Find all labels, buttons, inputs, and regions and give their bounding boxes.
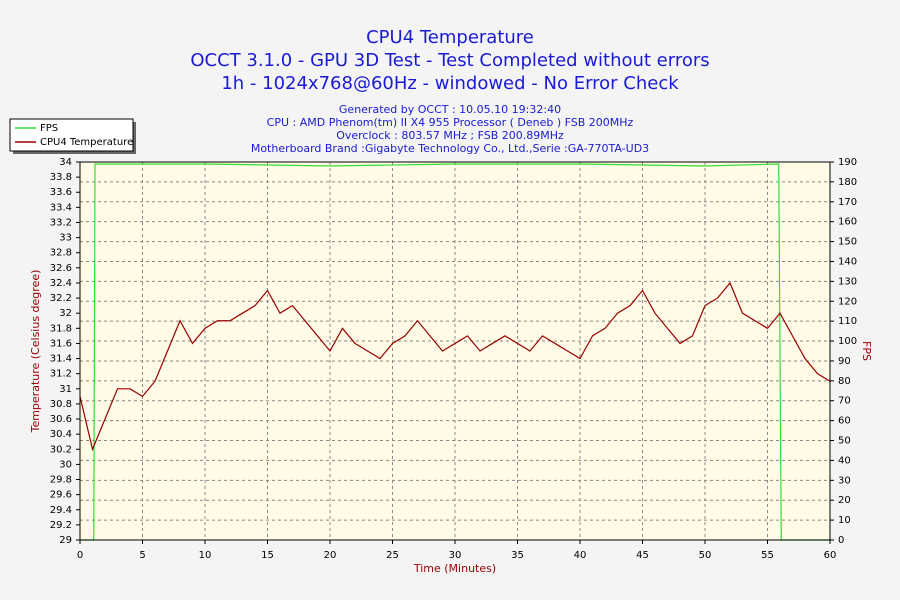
y2-tick-label: 70 <box>838 396 851 407</box>
x-tick-label: 35 <box>511 550 524 561</box>
x-tick-label: 45 <box>636 550 649 561</box>
x-tick-label: 50 <box>699 550 712 561</box>
x-tick-label: 60 <box>824 550 837 561</box>
x-tick-label: 55 <box>761 550 774 561</box>
y2-tick-label: 80 <box>838 376 851 387</box>
series-line <box>80 163 830 541</box>
y2-tick-label: 150 <box>838 237 857 248</box>
y2-tick-label: 100 <box>838 336 857 347</box>
y-tick-label: 31.2 <box>50 369 72 380</box>
y2-tick-label: 10 <box>838 515 851 526</box>
x-tick-label: 15 <box>261 550 274 561</box>
y2-tick-label: 0 <box>838 535 844 546</box>
x-tick-label: 10 <box>199 550 212 561</box>
x-tick-label: 40 <box>574 550 587 561</box>
legend-box <box>9 118 134 152</box>
title-line: 1h - 1024x768@60Hz - windowed - No Error… <box>221 73 679 94</box>
y2-tick-label: 40 <box>838 455 851 466</box>
y2-tick-label: 60 <box>838 416 851 427</box>
y2-tick-label: 170 <box>838 197 857 208</box>
subtitle-line: Generated by OCCT : 10.05.10 19:32:40 <box>339 103 561 116</box>
subtitle-line: Motherboard Brand :Gigabyte Technology C… <box>251 142 649 155</box>
legend-label: CPU4 Temperature <box>40 137 133 148</box>
y-tick-label: 33.2 <box>50 217 72 228</box>
y2-tick-label: 30 <box>838 475 851 486</box>
x-tick-label: 30 <box>449 550 462 561</box>
y-tick-label: 30.8 <box>50 399 72 410</box>
y2-tick-label: 190 <box>838 157 857 168</box>
y-tick-label: 29.6 <box>50 490 72 501</box>
y2-axis-label: FPS <box>860 341 873 361</box>
x-tick-label: 20 <box>324 550 337 561</box>
y-tick-label: 31.8 <box>50 323 72 334</box>
y-tick-label: 33.4 <box>50 202 72 213</box>
y-tick-label: 32.6 <box>50 263 72 274</box>
y-tick-label: 31.6 <box>50 338 72 349</box>
y-tick-label: 30.2 <box>50 444 72 455</box>
y2-tick-label: 20 <box>838 495 851 506</box>
y-tick-label: 32.2 <box>50 293 72 304</box>
y2-tick-label: 160 <box>838 217 857 228</box>
y-tick-label: 30.6 <box>50 414 72 425</box>
y-tick-label: 33.6 <box>50 187 72 198</box>
y2-tick-label: 140 <box>838 256 857 267</box>
y-tick-label: 34 <box>59 157 72 168</box>
series-line <box>79 281 831 452</box>
legend-label: FPS <box>40 123 58 134</box>
y-tick-label: 30 <box>59 459 72 470</box>
x-tick-label: 5 <box>139 550 145 561</box>
y-tick-label: 30.4 <box>50 429 72 440</box>
y-tick-label: 31 <box>59 384 72 395</box>
y-tick-label: 33.8 <box>50 172 72 183</box>
x-axis-label: Time (Minutes) <box>413 562 496 575</box>
y-tick-label: 32.8 <box>50 248 72 259</box>
x-tick-label: 0 <box>77 550 83 561</box>
title-line: CPU4 Temperature <box>366 27 534 48</box>
y-tick-label: 32 <box>59 308 72 319</box>
y2-tick-label: 110 <box>838 316 857 327</box>
title-line: OCCT 3.1.0 - GPU 3D Test - Test Complete… <box>190 50 709 71</box>
y-axis-label: Temperature (Celsius degree) <box>29 270 42 434</box>
y2-tick-label: 180 <box>838 177 857 188</box>
y-tick-label: 31.4 <box>50 354 72 365</box>
y2-tick-label: 130 <box>838 276 857 287</box>
y-tick-label: 29.8 <box>50 475 72 486</box>
y2-tick-label: 50 <box>838 436 851 447</box>
x-tick-label: 25 <box>386 550 399 561</box>
plot-border <box>79 161 831 541</box>
y2-tick-label: 90 <box>838 356 851 367</box>
y-tick-label: 29.2 <box>50 520 72 531</box>
y2-tick-label: 120 <box>838 296 857 307</box>
y-tick-label: 29 <box>59 535 72 546</box>
subtitle-line: CPU : AMD Phenom(tm) II X4 955 Processor… <box>267 116 634 129</box>
y-tick-label: 33 <box>59 233 72 244</box>
y-tick-label: 29.4 <box>50 505 72 516</box>
y-tick-label: 32.4 <box>50 278 72 289</box>
subtitle-line: Overclock : 803.57 MHz ; FSB 200.89MHz <box>336 129 564 142</box>
